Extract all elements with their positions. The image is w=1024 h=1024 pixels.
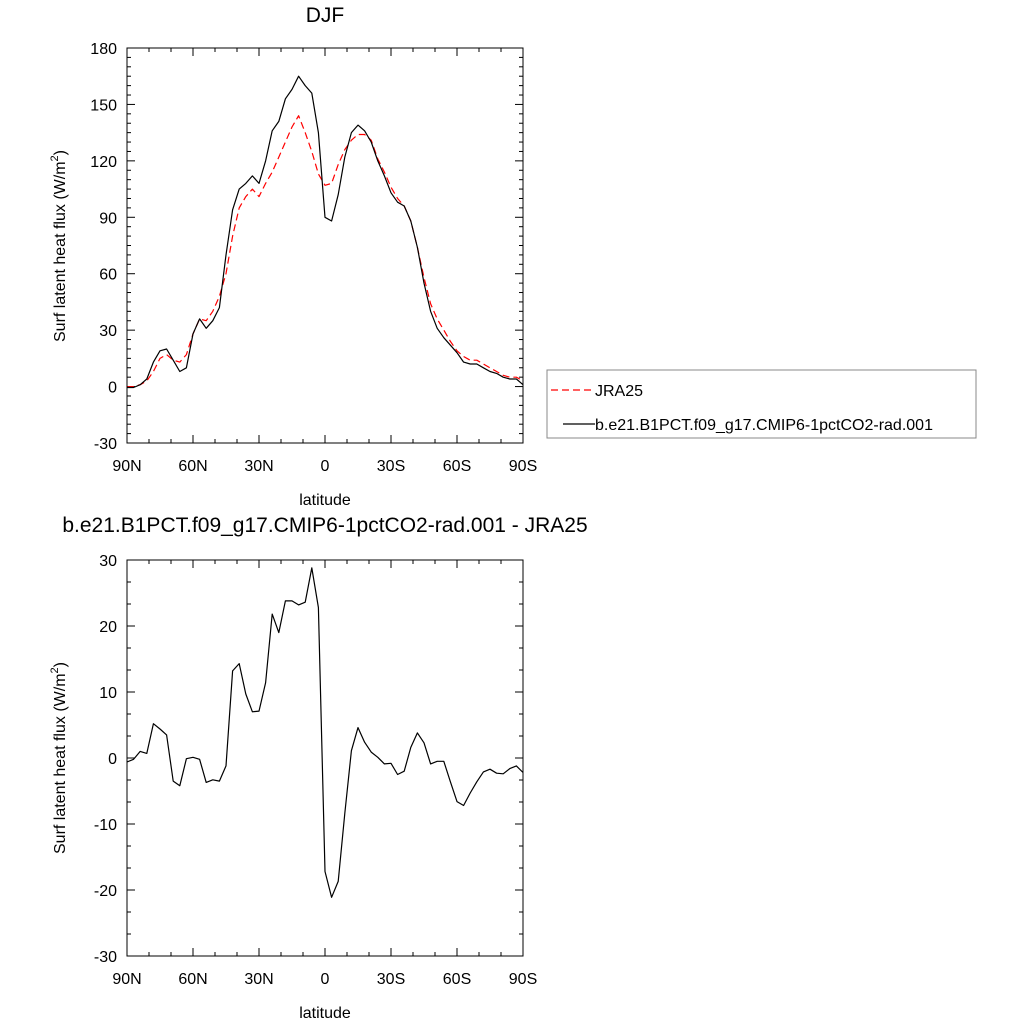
bottom-panel-x-tick-labels: 90N 60N 30N 0 30S 60S 90S <box>112 971 537 988</box>
bottom-panel-x-axis-label: latitude <box>299 1005 351 1022</box>
y-tick-label: 30 <box>99 323 117 340</box>
top-panel-ticks <box>126 47 524 444</box>
top-panel-y-axis-label-main: Surf latent heat flux (W/m <box>52 161 69 342</box>
y-tick-label: 150 <box>90 97 117 114</box>
top-panel-frame <box>126 47 524 444</box>
x-tick-label: 30N <box>244 971 273 988</box>
y-tick-label: 0 <box>108 380 117 397</box>
x-tick-label: 90S <box>509 458 537 475</box>
top-panel: DJF -30 0 30 60 90 120 150 180 90N 60N 30N 0 30S 60S… <box>49 4 537 509</box>
y-tick-label: -30 <box>94 436 117 453</box>
y-tick-label: -10 <box>94 817 117 834</box>
top-panel-series <box>127 75 524 389</box>
y-tick-label: 30 <box>99 553 117 570</box>
y-tick-label: 10 <box>99 685 117 702</box>
x-tick-label: 30S <box>377 971 405 988</box>
y-tick-label: 60 <box>99 267 117 284</box>
y-tick-label: 180 <box>90 41 117 58</box>
y-tick-label: 120 <box>90 154 117 171</box>
y-tick-label: 90 <box>99 210 117 227</box>
top-panel-y-axis-label-sup: 2 <box>49 155 61 161</box>
y-tick-label: 0 <box>108 751 117 768</box>
top-panel-y-axis-label: Surf latent heat flux (W/m2) <box>49 150 69 342</box>
y-tick-label: -20 <box>94 883 117 900</box>
x-tick-label: 30S <box>377 458 405 475</box>
bottom-panel-frame <box>126 559 524 957</box>
top-panel-x-axis-label: latitude <box>299 492 351 509</box>
x-tick-label: 30N <box>244 458 273 475</box>
bottom-panel-y-axis-label-sup: 2 <box>49 667 61 673</box>
x-tick-label: 60N <box>178 458 207 475</box>
top-panel-model-line <box>127 75 524 389</box>
bottom-panel-y-tick-labels: -30 -20 -10 0 10 20 30 <box>94 553 117 966</box>
y-tick-label: 20 <box>99 619 117 636</box>
top-panel-x-tick-labels: 90N 60N 30N 0 30S 60S 90S <box>112 458 537 475</box>
bottom-panel-title: b.e21.B1PCT.f09_g17.CMIP6-1pctCO2-rad.00… <box>62 514 587 537</box>
x-tick-label: 90N <box>112 458 141 475</box>
bottom-panel-y-axis-label: Surf latent heat flux (W/m2) <box>49 662 69 854</box>
x-tick-label: 60S <box>443 458 471 475</box>
top-panel-y-axis-label-tail: ) <box>52 150 69 155</box>
bottom-panel-y-axis-label-main: Surf latent heat flux (W/m <box>52 673 69 854</box>
legend-label-model: b.e21.B1PCT.f09_g17.CMIP6-1pctCO2-rad.00… <box>595 417 933 434</box>
bottom-panel-difference-line <box>126 567 524 898</box>
bottom-panel-ticks <box>126 559 524 957</box>
top-panel-title: DJF <box>306 4 345 27</box>
legend: JRA25 b.e21.B1PCT.f09_g17.CMIP6-1pctCO2-… <box>546 369 977 439</box>
bottom-panel-y-axis-label-tail: ) <box>52 662 69 667</box>
bottom-panel-series <box>126 567 524 898</box>
x-tick-label: 0 <box>321 971 330 988</box>
top-panel-jra25-line <box>127 115 524 388</box>
x-tick-label: 60N <box>178 971 207 988</box>
legend-label-jra25: JRA25 <box>595 383 643 400</box>
x-tick-label: 90S <box>509 971 537 988</box>
x-tick-label: 0 <box>321 458 330 475</box>
x-tick-label: 90N <box>112 971 141 988</box>
legend-box <box>546 369 977 439</box>
y-tick-label: -30 <box>94 949 117 966</box>
top-panel-y-tick-labels: -30 0 30 60 90 120 150 180 <box>90 41 117 453</box>
x-tick-label: 60S <box>443 971 471 988</box>
bottom-panel: b.e21.B1PCT.f09_g17.CMIP6-1pctCO2-rad.00… <box>49 514 588 1022</box>
